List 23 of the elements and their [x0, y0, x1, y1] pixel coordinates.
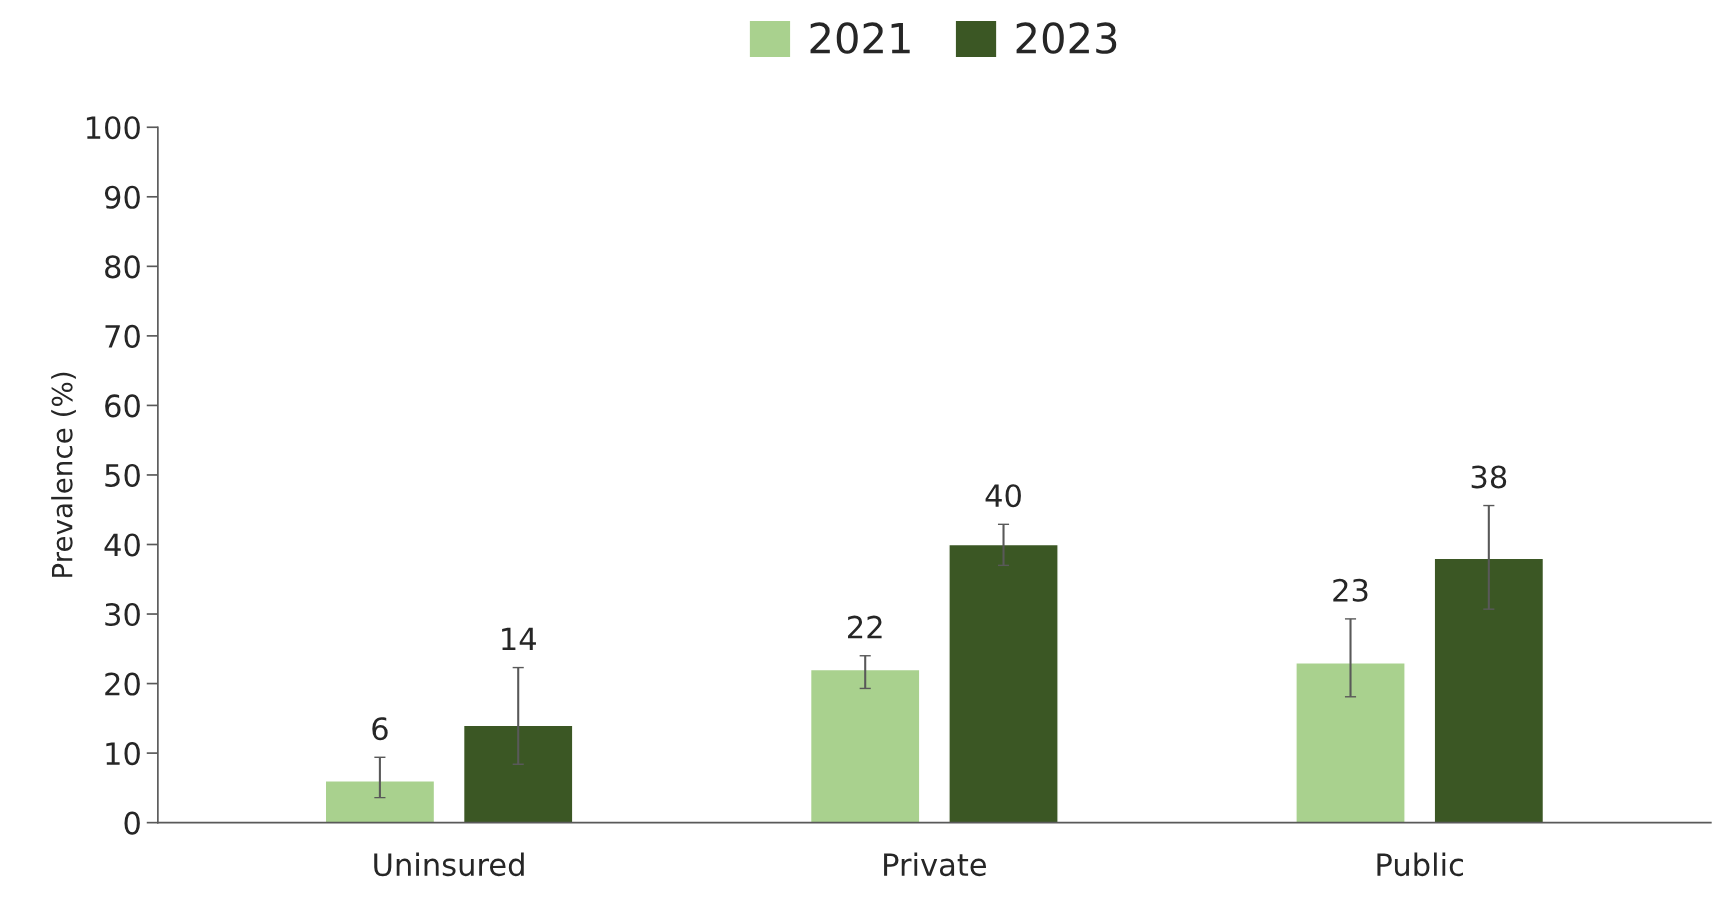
y-tick-label: 30: [105, 602, 140, 627]
y-tick-label: 40: [104, 533, 140, 557]
data-label: 38: [1471, 465, 1507, 489]
x-tick-label: Uninsured: [374, 852, 524, 877]
data-label: 22: [848, 615, 882, 639]
y-axis-title: Prevalence (%): [51, 372, 76, 577]
data-label: 14: [502, 627, 536, 651]
y-tick-label: 100: [86, 116, 140, 140]
legend-label: 2023: [1016, 22, 1117, 54]
x-tick-label: Public: [1377, 852, 1463, 877]
y-tick-label: 90: [104, 185, 140, 209]
y-tick-label: 80: [105, 255, 140, 279]
data-label: 6: [372, 717, 388, 741]
y-tick-label: 10: [106, 742, 140, 766]
legend-label: 2021: [810, 22, 910, 54]
y-tick-label: 60: [105, 394, 140, 418]
data-label: 40: [985, 484, 1021, 508]
y-tick-label: 70: [105, 324, 140, 348]
y-tick-label: 0: [124, 811, 140, 835]
y-tick-label: 50: [105, 463, 140, 487]
x-tick-label: Private: [884, 852, 986, 877]
data-label: 23: [1333, 578, 1368, 602]
y-tick-label: 20: [105, 672, 140, 696]
